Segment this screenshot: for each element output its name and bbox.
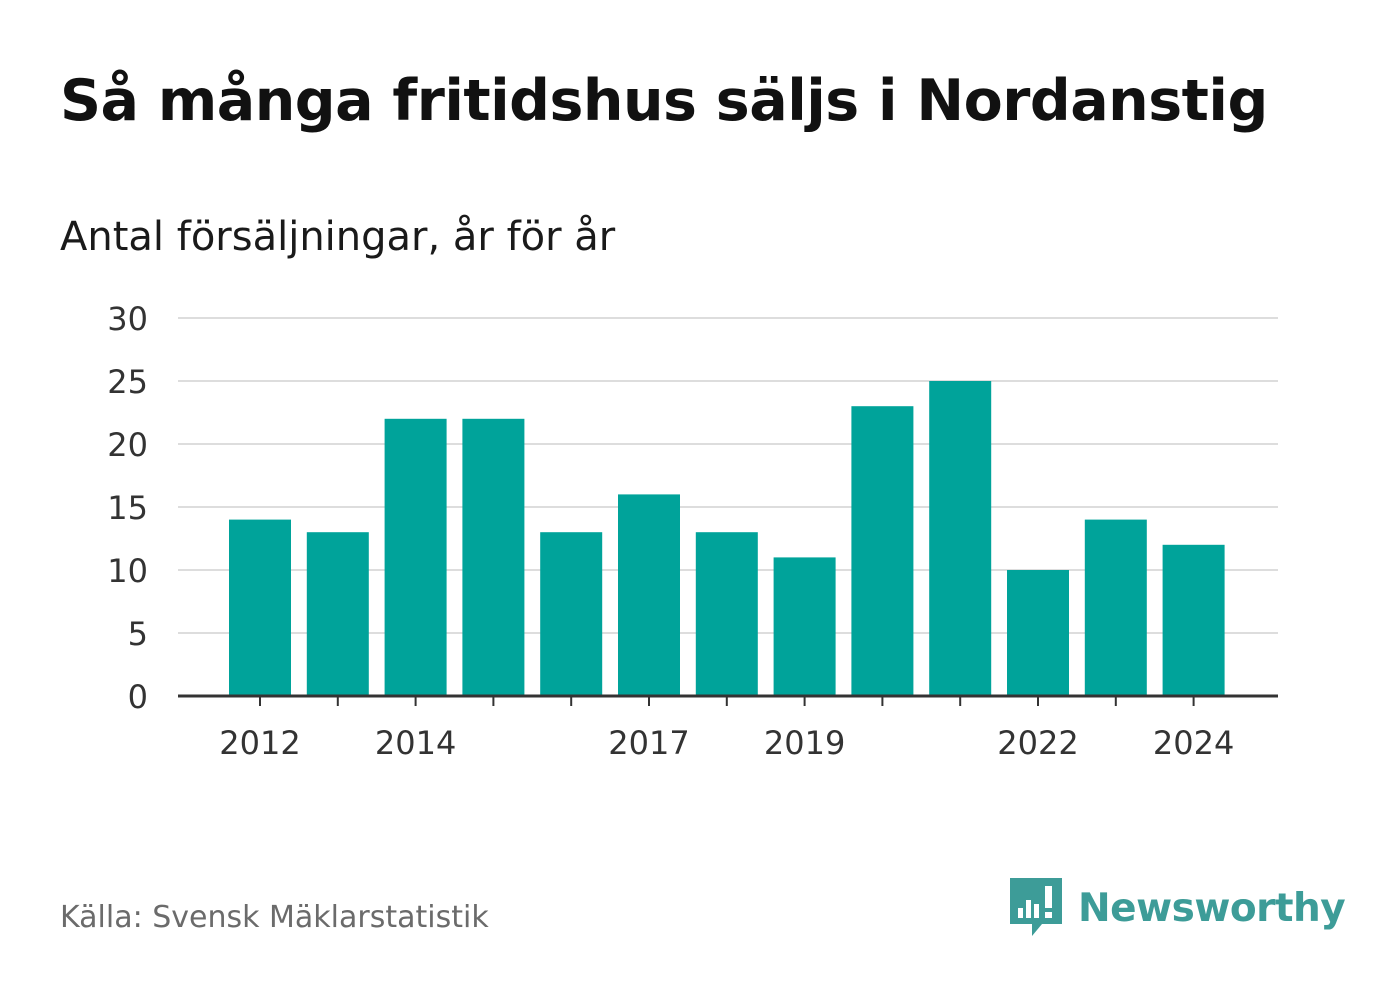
x-tick-label: 2022 [997,724,1078,762]
bar-2015 [462,418,525,696]
y-tick-label: 15 [107,489,148,527]
bar-2021 [929,381,992,696]
bar-2023 [1084,519,1147,696]
x-tick-label: 2014 [375,724,456,762]
x-tick-label: 2012 [219,724,300,762]
y-tick-label: 5 [128,615,148,653]
bar-2012 [229,519,291,696]
chart-subtitle: Antal försäljningar, år för år [60,214,616,260]
y-tick-label: 20 [107,426,148,464]
bar-2017 [618,494,680,696]
x-tick-label: 2017 [608,724,689,762]
y-tick-label: 30 [107,300,148,338]
bar-chart: 0 5 10 15 20 25 30 2012 2014 2017 2019 2022 2024 [107,300,1278,762]
brand-name: Newsworthy [1078,885,1346,931]
chart-title: Så många fritidshus säljs i Nordanstig [60,68,1268,134]
y-tick-label: 25 [107,363,148,401]
x-tick-label: 2019 [764,724,845,762]
bar-2018 [695,532,758,696]
brand-logo: Newsworthy [1010,878,1346,938]
bar-2014 [384,418,447,696]
bar-2022 [1007,570,1069,696]
bar-2019 [773,557,836,696]
source-note: Källa: Svensk Mäklarstatistik [60,900,489,935]
bar-2016 [540,532,603,696]
y-tick-label: 10 [107,552,148,590]
bar-2013 [306,532,369,696]
x-tick-label: 2024 [1153,724,1234,762]
newsworthy-logo-icon [1010,878,1062,936]
bar-2020 [851,406,914,696]
bar-2024 [1162,544,1225,696]
y-tick-label: 0 [128,678,148,716]
